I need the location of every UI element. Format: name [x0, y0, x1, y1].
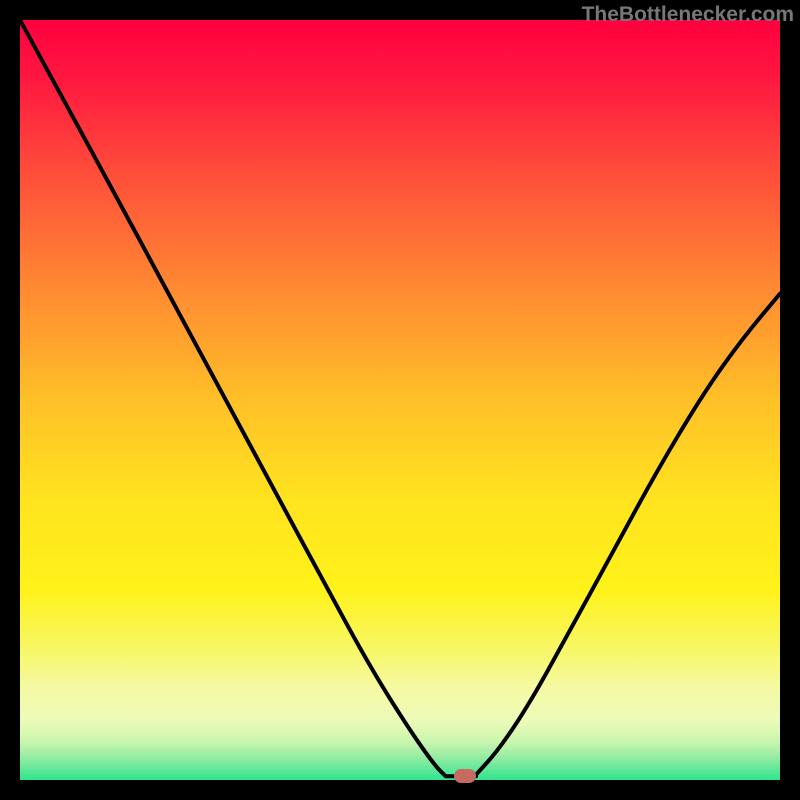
chart-frame: TheBottlenecker.com — [0, 0, 800, 800]
bottleneck-curve — [20, 20, 780, 780]
plot-area — [20, 20, 780, 780]
optimum-marker — [454, 769, 476, 783]
watermark-text: TheBottlenecker.com — [582, 3, 794, 27]
